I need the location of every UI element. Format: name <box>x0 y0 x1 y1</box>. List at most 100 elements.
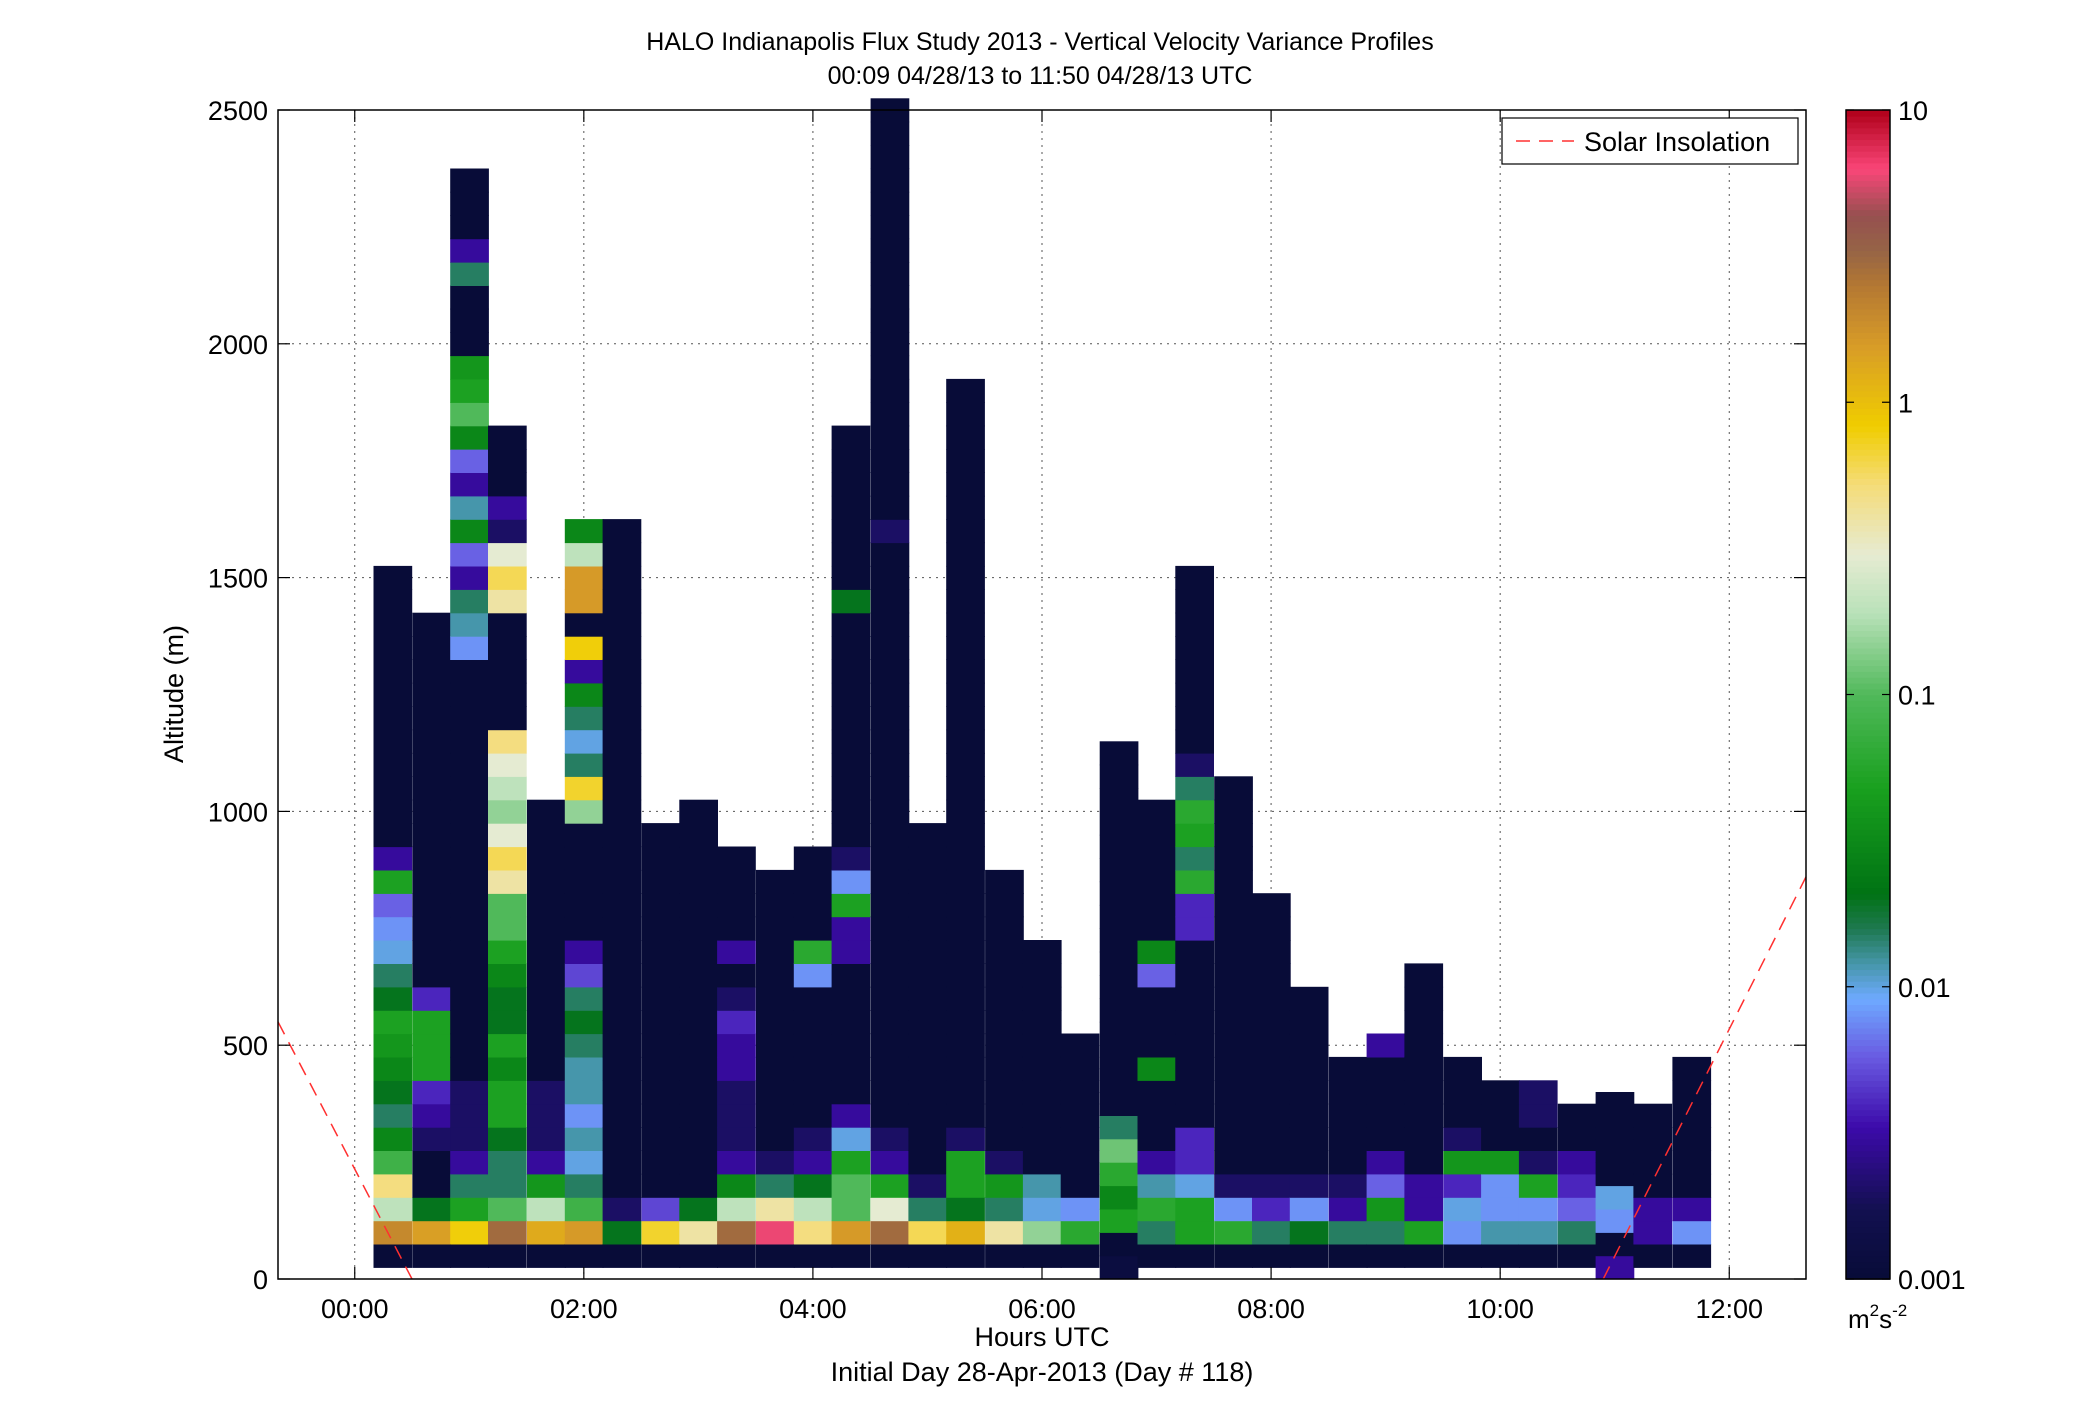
colorbar-band <box>1846 776 1890 783</box>
heatmap-cell <box>1175 682 1214 707</box>
heatmap-cell <box>985 1243 1024 1268</box>
colorbar-unit-exp1: 2 <box>1870 1301 1879 1320</box>
heatmap-cell <box>908 1220 948 1245</box>
heatmap-cell <box>793 1220 833 1245</box>
heatmap-cell <box>412 729 452 754</box>
heatmap-cell <box>1595 1255 1635 1280</box>
heatmap-cell <box>1672 1197 1712 1222</box>
heatmap-cell <box>1518 1243 1558 1268</box>
colorbar-band <box>1846 110 1890 117</box>
colorbar-band <box>1846 267 1890 275</box>
heatmap-cell <box>831 565 871 590</box>
heatmap-cell <box>717 869 756 894</box>
heatmap-cell <box>527 1033 566 1058</box>
heatmap-cell <box>985 1010 1024 1035</box>
colorbar-band <box>1846 1080 1890 1087</box>
heatmap-cell <box>946 425 985 450</box>
heatmap-cell <box>1060 1080 1100 1105</box>
heatmap-cell <box>1557 1150 1597 1175</box>
heatmap-cell <box>985 916 1024 941</box>
colorbar-band <box>1846 723 1890 731</box>
heatmap-cell <box>450 589 489 614</box>
heatmap-cell <box>1175 916 1214 941</box>
heatmap-cell <box>870 1150 910 1175</box>
heatmap-cell <box>1672 1080 1712 1105</box>
heatmap-cell <box>1175 612 1214 637</box>
heatmap-cell <box>793 940 833 964</box>
heatmap-cell <box>717 1243 756 1268</box>
heatmap-cell <box>450 659 489 684</box>
heatmap-cell <box>1175 799 1214 824</box>
colorbar-band <box>1846 916 1890 924</box>
heatmap-cell <box>717 1150 756 1175</box>
heatmap-cell <box>717 916 756 941</box>
heatmap-cell <box>412 940 452 964</box>
heatmap-cell <box>679 893 718 918</box>
colorbar-band <box>1846 957 1890 965</box>
heatmap-cell <box>1022 1197 1062 1222</box>
heatmap-cell <box>679 869 718 894</box>
heatmap-cell <box>831 799 871 824</box>
colorbar-band <box>1846 1173 1890 1181</box>
heatmap-cell <box>602 519 642 544</box>
heatmap-cell <box>450 449 489 473</box>
colorbar-band <box>1846 589 1890 596</box>
heatmap-cell <box>564 729 604 754</box>
heatmap-cell <box>946 1080 985 1105</box>
heatmap-cell <box>602 776 642 801</box>
heatmap-cell <box>1022 1173 1062 1198</box>
colorbar-band <box>1846 612 1890 620</box>
heatmap-cell <box>870 355 910 380</box>
colorbar-band <box>1846 530 1890 538</box>
heatmap-cell <box>717 1197 756 1222</box>
heatmap-cell <box>831 1197 871 1222</box>
heatmap-cell <box>1022 1220 1062 1245</box>
heatmap-cell <box>602 752 642 777</box>
heatmap-cell <box>756 1197 795 1222</box>
heatmap-cell <box>831 659 871 684</box>
heatmap-cell <box>527 1197 566 1222</box>
heatmap-cell <box>602 940 642 964</box>
heatmap-cell <box>831 776 871 801</box>
heatmap-cell <box>793 846 833 871</box>
heatmap-cell <box>946 495 985 520</box>
heatmap-cell <box>717 1220 756 1245</box>
colorbar-band <box>1846 1255 1890 1263</box>
colorbar-band <box>1846 1132 1890 1140</box>
heatmap-cell <box>641 869 681 894</box>
heatmap-cell <box>1518 1150 1558 1175</box>
heatmap-cell <box>602 1103 642 1128</box>
colorbar-band <box>1846 630 1890 637</box>
heatmap-cell <box>450 425 489 450</box>
heatmap-cell <box>679 1220 718 1245</box>
heatmap-cell <box>831 940 871 964</box>
colorbar-band <box>1846 203 1890 211</box>
heatmap-cell <box>450 846 489 871</box>
heatmap-cell <box>1518 1103 1558 1128</box>
heatmap-cell <box>373 986 413 1011</box>
heatmap-cell <box>1289 1150 1329 1175</box>
heatmap-cell <box>717 1010 756 1035</box>
heatmap-cell <box>1214 823 1253 848</box>
heatmap-cell <box>831 893 871 918</box>
colorbar-band <box>1846 449 1890 456</box>
colorbar-band <box>1846 466 1890 474</box>
heatmap-cell <box>564 612 604 637</box>
colorbar-band <box>1846 1197 1890 1204</box>
heatmap-cell <box>793 963 833 988</box>
colorbar-band <box>1846 1021 1890 1029</box>
heatmap-cell <box>450 1127 489 1151</box>
heatmap-cell <box>373 1173 413 1198</box>
x-axis-label-secondary: Initial Day 28-Apr-2013 (Day # 118) <box>831 1357 1254 1387</box>
heatmap-cell <box>564 1243 604 1268</box>
heatmap-cell <box>946 612 985 637</box>
colorbar-band <box>1846 472 1890 480</box>
heatmap-cell <box>1214 963 1253 988</box>
heatmap-cell <box>985 1080 1024 1105</box>
heatmap-cell <box>946 823 985 848</box>
colorbar-band <box>1846 577 1890 585</box>
colorbar-band <box>1846 174 1890 181</box>
heatmap-cell <box>1060 1103 1100 1128</box>
heatmap-cell <box>1366 1127 1406 1151</box>
colorbar-band <box>1846 337 1890 345</box>
